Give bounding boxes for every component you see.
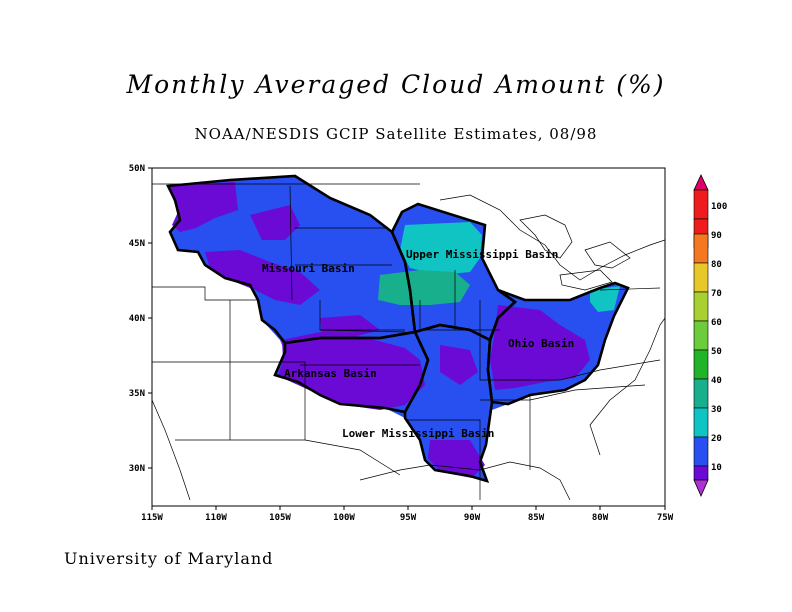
lon-label: 110W <box>205 513 227 523</box>
colorbar-label: 60 <box>711 318 722 328</box>
lon-label: 105W <box>269 513 291 523</box>
colorbar-segment <box>693 349 709 380</box>
lat-label: 40N <box>129 314 145 324</box>
colorbar: 100 90 80 70 60 50 40 30 20 10 <box>693 174 727 497</box>
colorbar-segment <box>693 479 709 497</box>
colorbar-label: 40 <box>711 376 722 386</box>
colorbar-segment <box>693 291 709 322</box>
lon-label: 85W <box>528 513 545 523</box>
lon-label: 115W <box>141 513 163 523</box>
basin-label-upper-mississippi: Upper Mississippi Basin <box>406 248 558 261</box>
colorbar-segment <box>693 320 709 351</box>
colorbar-label: 20 <box>711 434 722 444</box>
colorbar-label: 80 <box>711 260 722 270</box>
axis-ticks <box>148 167 666 510</box>
basin-label-arkansas: Arkansas Basin <box>284 367 377 380</box>
basin-label-ohio: Ohio Basin <box>508 337 574 350</box>
lon-label: 75W <box>657 513 674 523</box>
colorbar-segment <box>693 262 709 293</box>
colorbar-label: 30 <box>711 405 722 415</box>
colorbar-label: 70 <box>711 289 722 299</box>
colorbar-segment <box>693 407 709 438</box>
credit-text: University of Maryland <box>64 549 274 568</box>
colorbar-segment <box>693 189 709 220</box>
lon-label: 80W <box>592 513 609 523</box>
lat-label: 50N <box>129 164 145 174</box>
lat-label: 30N <box>129 464 145 474</box>
lon-label: 95W <box>400 513 417 523</box>
colorbar-segment <box>693 233 709 264</box>
colorbar-segment <box>693 465 709 481</box>
colorbar-label: 90 <box>711 231 722 241</box>
basin-fill-layer <box>168 176 628 481</box>
map-title: Monthly Averaged Cloud Amount (%) <box>126 70 666 99</box>
colorbar-label: 50 <box>711 347 722 357</box>
state-boundaries <box>152 183 665 501</box>
lat-label: 45N <box>129 239 145 249</box>
colorbar-segment <box>693 174 709 191</box>
colorbar-segment <box>693 436 709 467</box>
basin-label-lower-mississippi: Lower Mississippi Basin <box>342 427 494 440</box>
basin-label-missouri: Missouri Basin <box>262 262 355 275</box>
lon-label: 100W <box>333 513 355 523</box>
colorbar-label: 100 <box>711 202 727 212</box>
colorbar-label: 10 <box>711 463 722 473</box>
lat-label: 35N <box>129 389 145 399</box>
map-subtitle: NOAA/NESDIS GCIP Satellite Estimates, 08… <box>194 125 598 143</box>
lon-label: 90W <box>464 513 481 523</box>
basin-outlines <box>165 174 630 483</box>
colorbar-segment <box>693 378 709 409</box>
